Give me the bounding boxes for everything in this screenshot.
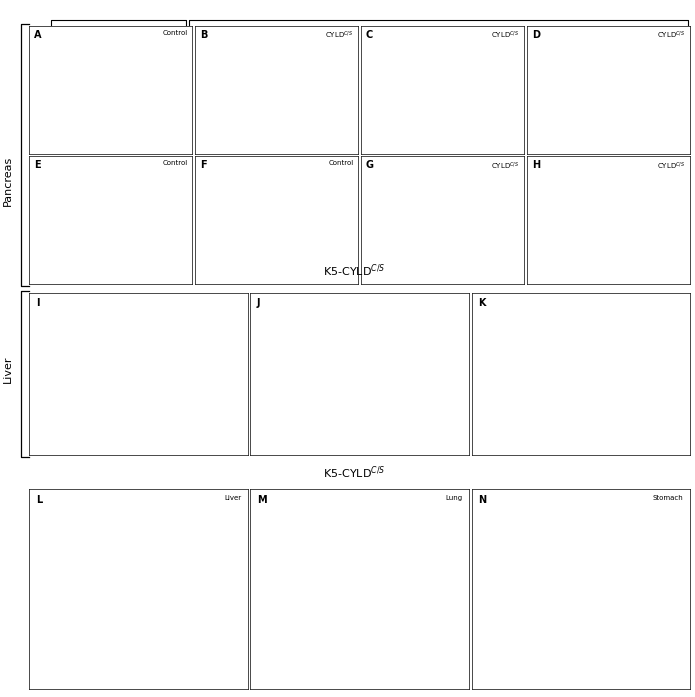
Text: CYLD$^{C/S}$: CYLD$^{C/S}$	[491, 160, 519, 171]
Text: Liver: Liver	[3, 355, 13, 383]
Text: CYLD$^{C/S}$: CYLD$^{C/S}$	[657, 160, 685, 171]
Text: Control: Control	[162, 160, 188, 167]
Text: E: E	[34, 160, 41, 170]
Text: D: D	[532, 30, 540, 40]
Text: G: G	[366, 160, 374, 170]
Text: Stomach: Stomach	[653, 496, 684, 501]
Text: K: K	[478, 298, 486, 307]
Text: CYLD$^{C/S}$: CYLD$^{C/S}$	[491, 30, 519, 41]
Text: K5-CYLD$^{C/S}$: K5-CYLD$^{C/S}$	[323, 464, 386, 481]
Text: H: H	[532, 160, 540, 170]
Text: Control: Control	[162, 30, 188, 36]
Text: Control: Control	[328, 160, 353, 167]
Text: K5-CYLD$^{C/S}$: K5-CYLD$^{C/S}$	[323, 262, 386, 279]
Text: CYLD$^{C/S}$: CYLD$^{C/S}$	[657, 30, 685, 41]
Text: B: B	[200, 30, 207, 40]
Text: Liver: Liver	[224, 496, 241, 501]
Text: J: J	[257, 298, 261, 307]
Text: L: L	[35, 496, 42, 505]
Text: A: A	[34, 30, 42, 40]
Text: M: M	[257, 496, 267, 505]
Text: CYLD$^{C/S}$: CYLD$^{C/S}$	[325, 30, 353, 41]
Text: C: C	[366, 30, 373, 40]
Text: Lung: Lung	[445, 496, 462, 501]
Text: I: I	[35, 298, 39, 307]
Text: F: F	[200, 160, 206, 170]
Text: Pancreas: Pancreas	[3, 156, 13, 206]
Text: N: N	[478, 496, 486, 505]
